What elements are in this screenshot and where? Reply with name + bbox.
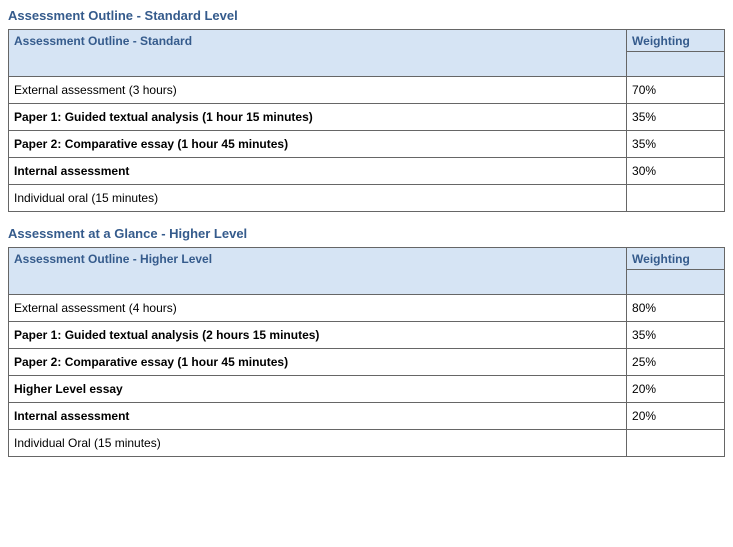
weighting-label: Weighting [627,30,724,52]
cell-description: External assessment (3 hours) [9,77,627,104]
cell-weight: 25% [627,349,725,376]
cell-description: Individual oral (15 minutes) [9,185,627,212]
cell-description: Internal assessment [9,403,627,430]
column-header-weighting: Weighting [627,30,725,77]
assessment-table-standard: Assessment Outline - Standard Weighting … [8,29,725,212]
cell-weight: 35% [627,322,725,349]
cell-weight [627,430,725,457]
column-header-description: Assessment Outline - Standard [9,30,627,77]
table-row: Paper 1: Guided textual analysis (1 hour… [9,104,725,131]
assessment-table-higher: Assessment Outline - Higher Level Weight… [8,247,725,457]
cell-description: Paper 1: Guided textual analysis (1 hour… [9,104,627,131]
cell-weight: 35% [627,104,725,131]
cell-weight: 80% [627,295,725,322]
table-row: Individual oral (15 minutes) [9,185,725,212]
cell-description: Paper 2: Comparative essay (1 hour 45 mi… [9,131,627,158]
table-row: External assessment (3 hours) 70% [9,77,725,104]
cell-description: Paper 1: Guided textual analysis (2 hour… [9,322,627,349]
table-row: Individual Oral (15 minutes) [9,430,725,457]
table-row: Paper 2: Comparative essay (1 hour 45 mi… [9,131,725,158]
section-title: Assessment at a Glance - Higher Level [8,226,725,241]
table-row: Paper 2: Comparative essay (1 hour 45 mi… [9,349,725,376]
cell-weight: 20% [627,403,725,430]
cell-description: Higher Level essay [9,376,627,403]
cell-weight: 20% [627,376,725,403]
weighting-label: Weighting [627,248,724,270]
table-row: Internal assessment 20% [9,403,725,430]
cell-description: Individual Oral (15 minutes) [9,430,627,457]
cell-weight: 35% [627,131,725,158]
section-title: Assessment Outline - Standard Level [8,8,725,23]
column-header-description: Assessment Outline - Higher Level [9,248,627,295]
cell-weight: 70% [627,77,725,104]
cell-weight: 30% [627,158,725,185]
table-row: External assessment (4 hours) 80% [9,295,725,322]
table-row: Internal assessment 30% [9,158,725,185]
cell-description: Internal assessment [9,158,627,185]
table-row: Paper 1: Guided textual analysis (2 hour… [9,322,725,349]
table-row: Higher Level essay 20% [9,376,725,403]
cell-description: External assessment (4 hours) [9,295,627,322]
cell-description: Paper 2: Comparative essay (1 hour 45 mi… [9,349,627,376]
column-header-weighting: Weighting [627,248,725,295]
cell-weight [627,185,725,212]
